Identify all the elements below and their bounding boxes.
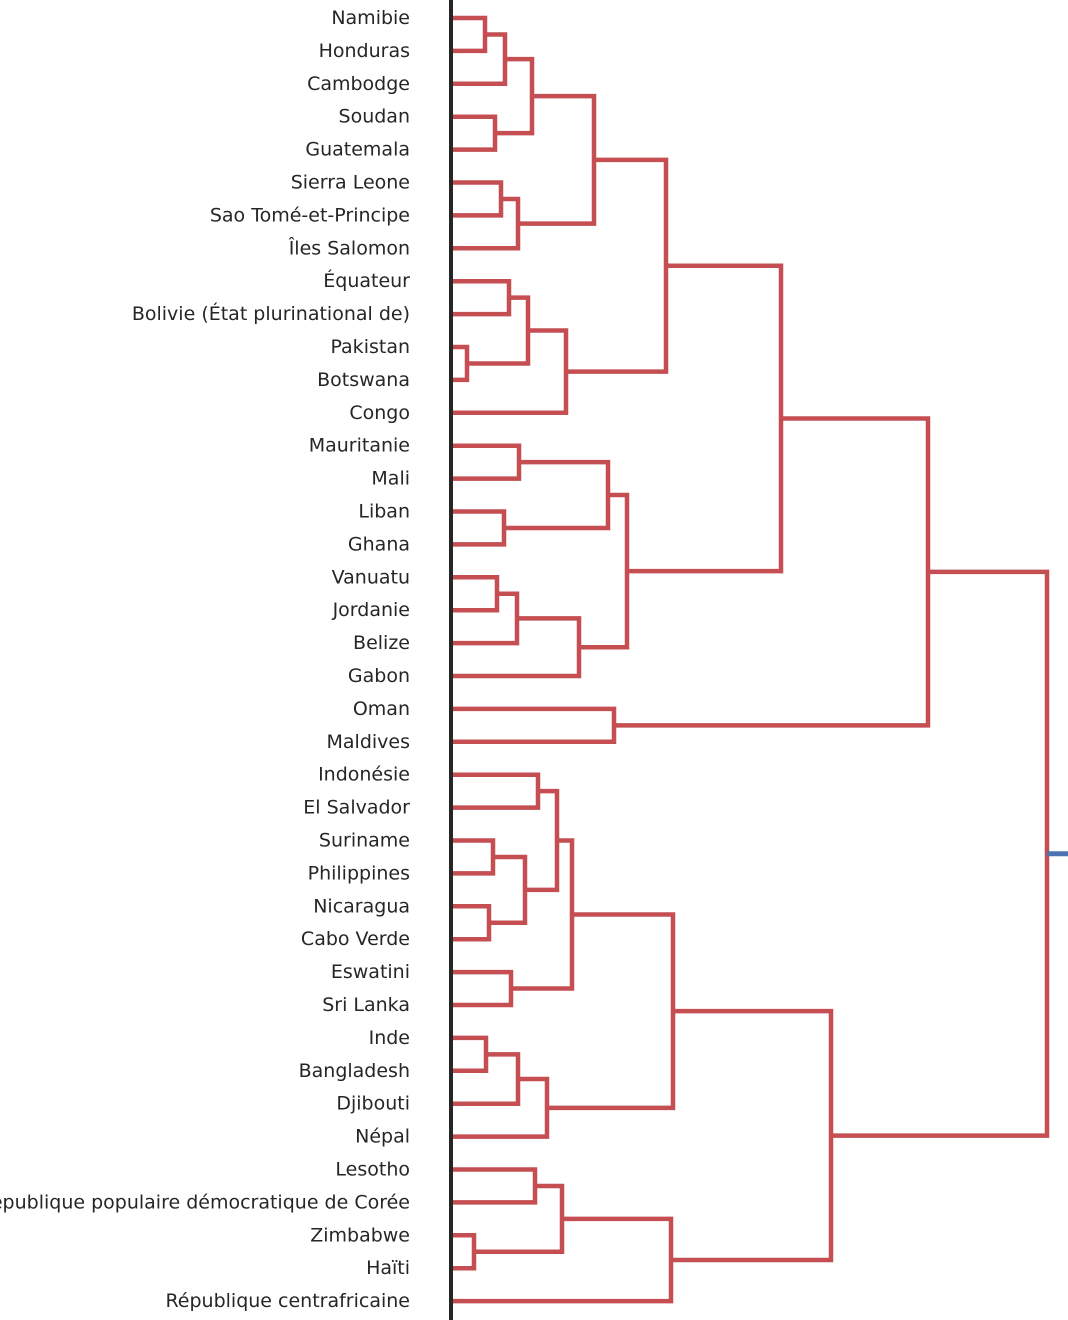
leaf-label: Namibie (331, 7, 410, 29)
dendrogram-links (451, 15, 1068, 1304)
dendrogram-link (451, 1167, 538, 1205)
leaf-labels: Namibie Honduras Cambodge Soudan Guatemala Si… (0, 7, 410, 1312)
leaf-label: Bolivie (État plurinational de) (132, 302, 410, 325)
dendrogram-link (451, 443, 522, 481)
leaf-label: Eswatini (331, 961, 410, 983)
leaf-label: Ghana (348, 533, 410, 555)
leaf-label: Oman (353, 698, 410, 720)
dendrogram-link (451, 575, 500, 613)
dendrogram-link (495, 56, 535, 136)
leaf-label: Mauritanie (309, 435, 410, 457)
dendrogram-link (451, 772, 541, 810)
leaf-label: Vanuatu (332, 566, 410, 588)
leaf-label: République populaire démocratique de Cor… (0, 1191, 410, 1213)
leaf-label: République centrafricaine (165, 1290, 410, 1312)
dendrogram-link (451, 344, 470, 383)
leaf-label: Honduras (319, 40, 410, 62)
leaf-label: Djibouti (336, 1093, 410, 1115)
leaf-label: Haïti (366, 1257, 410, 1279)
dendrogram-link (451, 509, 507, 547)
leaf-label: Nicaragua (313, 895, 410, 917)
leaf-label: Liban (358, 501, 410, 523)
leaf-label: Cambodge (307, 73, 410, 95)
dendrogram-link (451, 114, 498, 152)
leaf-label: Pakistan (330, 336, 410, 358)
dendrogram-link (451, 591, 520, 646)
dendrogram-link (451, 1076, 550, 1139)
leaf-label: Sri Lanka (322, 994, 410, 1016)
leaf-label: Soudan (339, 106, 410, 128)
leaf-label: Suriname (319, 830, 410, 852)
leaf-label: Népal (355, 1126, 410, 1148)
leaf-label: Zimbabwe (310, 1224, 410, 1246)
dendrogram-link (451, 838, 496, 876)
leaf-label: Cabo Verde (301, 928, 410, 950)
leaf-label: Jordanie (332, 599, 410, 621)
leaf-label: Indonésie (318, 764, 410, 786)
dendrogram-link (831, 569, 1050, 1138)
dendrogram-link (547, 912, 676, 1111)
dendrogram-link (627, 263, 784, 574)
leaf-label: Gabon (348, 665, 410, 687)
dendrogram-link (451, 1233, 477, 1271)
dendrogram-link (474, 1183, 565, 1254)
dendrogram-link (467, 295, 531, 366)
leaf-label: Sao Tomé-et-Principe (210, 204, 410, 226)
leaf-label: Philippines (308, 862, 410, 884)
dendrogram-link (451, 1035, 489, 1074)
leaf-label: Lesotho (335, 1159, 410, 1181)
leaf-label: Bangladesh (299, 1060, 410, 1082)
dendrogram-link (451, 180, 504, 218)
dendrogram-link (451, 904, 492, 942)
dendrogram-link (451, 196, 521, 251)
leaf-label: Maldives (327, 731, 411, 753)
leaf-label: El Salvador (303, 797, 410, 819)
leaf-label: Botswana (317, 369, 410, 391)
leaf-label: Sierra Leone (291, 172, 410, 194)
leaf-label: Inde (369, 1027, 410, 1049)
dendrogram-link (671, 1008, 834, 1263)
leaf-label: Belize (353, 632, 410, 654)
dendrogram-link (566, 157, 669, 374)
dendrogram-link (511, 838, 575, 991)
dendrogram-link (451, 278, 512, 317)
dendrogram-link (451, 32, 508, 87)
leaf-label: Mali (371, 468, 410, 490)
leaf-label: Guatemala (305, 139, 410, 161)
dendrogram-link (451, 706, 617, 745)
leaf-label: Équateur (323, 269, 410, 292)
dendrogram-link (451, 15, 488, 54)
leaf-label: Congo (349, 402, 410, 424)
dendrogram-link (518, 93, 597, 226)
dendrogram-link (451, 969, 514, 1008)
leaf-label: Îles Salomon (288, 236, 410, 259)
dendrogram-link (579, 492, 630, 650)
